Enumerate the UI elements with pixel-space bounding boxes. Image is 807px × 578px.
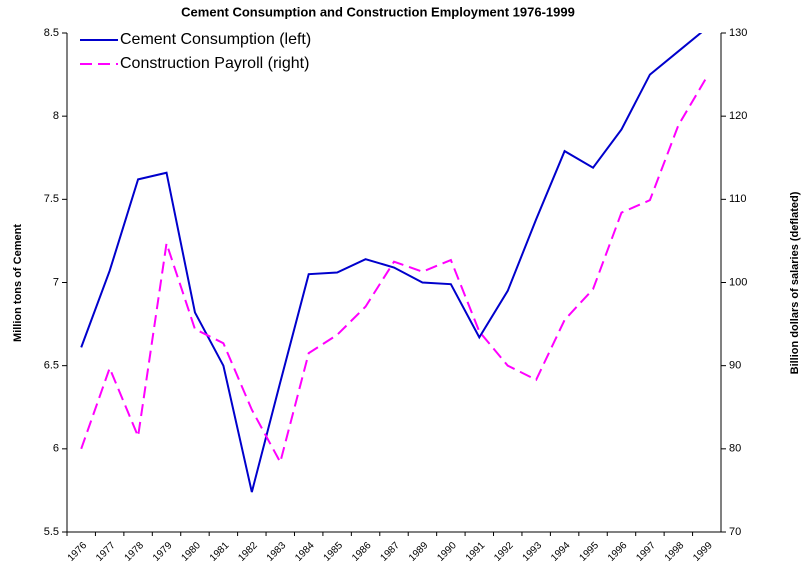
x-tick-label: 1982 xyxy=(236,540,260,564)
y2-tick-label: 100 xyxy=(729,276,747,288)
plot-area xyxy=(80,33,708,493)
x-tick-label: 1984 xyxy=(293,540,317,564)
y-tick-label: 7.5 xyxy=(44,193,59,205)
x-tick-label: 1979 xyxy=(151,540,175,564)
legend-label: Construction Payroll (right) xyxy=(120,55,309,72)
x-tick-label: 1981 xyxy=(208,540,232,564)
x-tick-label: 1976 xyxy=(66,540,90,564)
y2-tick-label: 130 xyxy=(729,27,747,39)
y2-tick-label: 110 xyxy=(729,193,747,205)
x-tick-label: 1991 xyxy=(464,540,488,564)
y2-tick-label: 120 xyxy=(729,110,747,122)
chart-title: Cement Consumption and Construction Empl… xyxy=(181,4,575,19)
x-tick-label: 1993 xyxy=(521,540,545,564)
y2-axis-title: Billion dollars of salaries (deflated) xyxy=(789,191,801,374)
x-tick-label: 1980 xyxy=(179,540,203,564)
x-tick-label: 1978 xyxy=(123,540,147,564)
y-tick-label: 6 xyxy=(53,443,59,455)
y2-tick-label: 80 xyxy=(729,443,741,455)
y2-tick-label: 90 xyxy=(729,360,741,372)
y-tick-label: 6.5 xyxy=(44,360,59,372)
x-tick-label: 1977 xyxy=(94,540,118,564)
series-line xyxy=(80,76,708,465)
x-tick-label: 1997 xyxy=(634,540,658,564)
legend-label: Cement Consumption (left) xyxy=(120,31,311,48)
y2-tick-label: 70 xyxy=(729,526,741,538)
x-tick-label: 1999 xyxy=(691,540,715,564)
x-tick-label: 1990 xyxy=(435,540,459,564)
x-tick-label: 1996 xyxy=(606,540,630,564)
y-tick-label: 7 xyxy=(53,276,59,288)
x-tick-label: 1992 xyxy=(492,540,516,564)
x-tick-label: 1987 xyxy=(378,540,402,564)
x-tick-label: 1985 xyxy=(322,540,346,564)
x-tick-label: 1983 xyxy=(265,540,289,564)
series-line xyxy=(80,33,703,493)
y-tick-label: 5.5 xyxy=(44,526,59,538)
y-tick-label: 8 xyxy=(53,110,59,122)
x-tick-label: 1986 xyxy=(350,540,374,564)
y-axis-title: Million tons of Cement xyxy=(12,224,24,342)
x-tick-label: 1995 xyxy=(578,540,602,564)
x-tick-label: 1998 xyxy=(663,540,687,564)
y-tick-label: 8.5 xyxy=(44,27,59,39)
x-tick-label: 1994 xyxy=(549,540,573,564)
x-tick-label: 1989 xyxy=(407,540,431,564)
